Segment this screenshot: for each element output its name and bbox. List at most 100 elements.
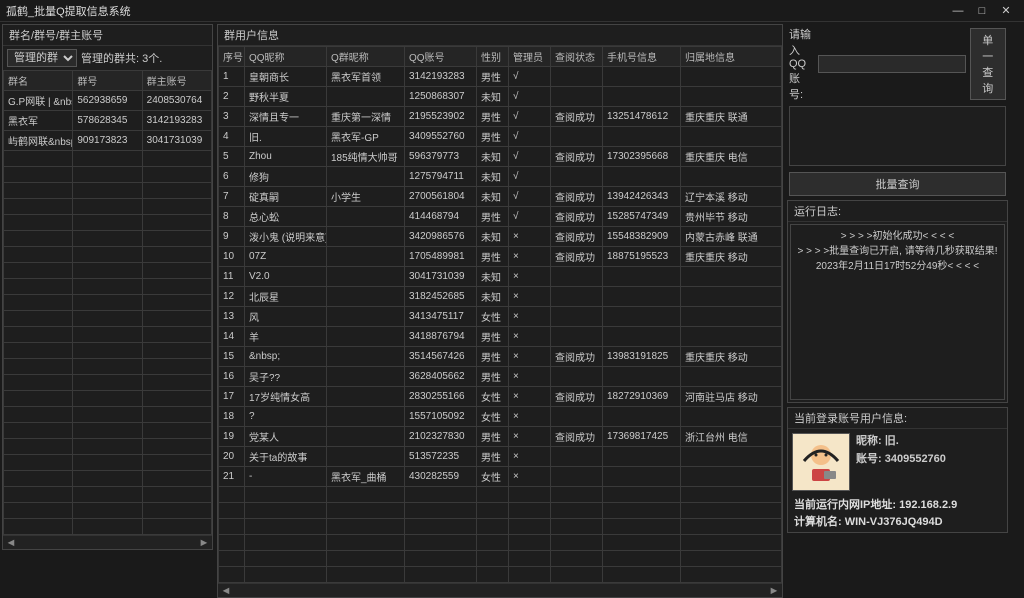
table-row[interactable]: 6修狗1275794711未知√ bbox=[219, 167, 782, 187]
table-row bbox=[219, 551, 782, 567]
col-header[interactable]: 群主账号 bbox=[142, 71, 211, 91]
acct-label: 账号: bbox=[856, 453, 882, 465]
table-row bbox=[4, 167, 212, 183]
table-row[interactable]: 1皇朝商长黑衣军首领3142193283男性√ bbox=[219, 67, 782, 87]
col-header[interactable]: 归属地信息 bbox=[681, 47, 782, 67]
table-row bbox=[4, 423, 212, 439]
col-header[interactable]: QQ昵称 bbox=[245, 47, 327, 67]
table-row bbox=[4, 455, 212, 471]
user-info-title: 当前登录账号用户信息: bbox=[788, 408, 1007, 429]
table-row[interactable]: 1007Z1705489981男性×查阅成功18875195523重庆重庆 移动 bbox=[219, 247, 782, 267]
search-label: 请输入QQ账号: bbox=[789, 26, 814, 102]
table-row[interactable]: 3深情且专一重庆第一深情2195523902男性√查阅成功13251478612… bbox=[219, 107, 782, 127]
group-count-label: 管理的群共: 3个. bbox=[81, 50, 162, 66]
log-output: > > > >初始化成功< < < <> > > >批量查询已开启, 请等待几秒… bbox=[790, 224, 1005, 400]
table-row bbox=[4, 503, 212, 519]
table-row bbox=[219, 487, 782, 503]
table-row bbox=[4, 263, 212, 279]
table-row[interactable]: 4旧.黑衣军-GP3409552760男性√ bbox=[219, 127, 782, 147]
table-row bbox=[4, 231, 212, 247]
table-row bbox=[4, 215, 212, 231]
table-row[interactable]: 2野秋半夏1250868307未知√ bbox=[219, 87, 782, 107]
scroll-left-icon[interactable]: ◄ bbox=[220, 585, 232, 597]
single-query-button[interactable]: 单一查询 bbox=[970, 28, 1006, 100]
col-header[interactable]: QQ账号 bbox=[405, 47, 477, 67]
table-row[interactable]: 16吴子??3628405662男性× bbox=[219, 367, 782, 387]
table-row[interactable]: 15&nbsp;3514567426男性×查阅成功13983191825重庆重庆… bbox=[219, 347, 782, 367]
window-title: 孤鹤_批量Q提取信息系统 bbox=[6, 3, 946, 19]
host-value: WIN-VJ376JQ494D bbox=[845, 516, 943, 528]
table-row bbox=[4, 279, 212, 295]
scroll-left-icon[interactable]: ◄ bbox=[5, 537, 17, 549]
col-header[interactable]: 群号 bbox=[73, 71, 142, 91]
table-row[interactable]: 11V2.03041731039未知× bbox=[219, 267, 782, 287]
col-header[interactable]: 手机号信息 bbox=[603, 47, 681, 67]
col-header[interactable]: 管理员 bbox=[509, 47, 551, 67]
scroll-right-icon[interactable]: ► bbox=[198, 537, 210, 549]
table-row bbox=[219, 503, 782, 519]
host-label: 计算机名: bbox=[794, 516, 842, 528]
batch-query-button[interactable]: 批量查询 bbox=[789, 172, 1006, 196]
table-row[interactable]: 13风3413475117女性× bbox=[219, 307, 782, 327]
nick-value: 旧. bbox=[885, 435, 899, 447]
table-row[interactable]: 8总心蚣414468794男性√查阅成功15285747349贵州毕节 移动 bbox=[219, 207, 782, 227]
table-row[interactable]: 9泼小鬼 (说明来意)3420986576未知×查阅成功15548382909内… bbox=[219, 227, 782, 247]
table-row[interactable]: 黑衣军5786283453142193283 bbox=[4, 111, 212, 131]
table-row[interactable]: 5Zhou185纯情大帅哥596379773未知√查阅成功17302395668… bbox=[219, 147, 782, 167]
group-table[interactable]: 群名群号群主账号 G.P网联 | &nbsp;...56293865924085… bbox=[3, 70, 212, 535]
scroll-right-icon[interactable]: ► bbox=[768, 585, 780, 597]
acct-value: 3409552760 bbox=[885, 453, 946, 465]
table-row bbox=[4, 375, 212, 391]
table-row bbox=[4, 407, 212, 423]
col-header[interactable]: 性别 bbox=[477, 47, 509, 67]
minimize-icon[interactable]: — bbox=[946, 5, 970, 17]
col-header[interactable]: 序号 bbox=[219, 47, 245, 67]
nick-label: 昵称: bbox=[856, 435, 882, 447]
group-type-select[interactable]: 管理的群 bbox=[7, 49, 77, 67]
avatar bbox=[792, 433, 850, 491]
table-row bbox=[4, 295, 212, 311]
h-scrollbar[interactable]: ◄ ► bbox=[3, 535, 212, 549]
table-row[interactable]: G.P网联 | &nbsp;...5629386592408530764 bbox=[4, 91, 212, 111]
table-row bbox=[4, 183, 212, 199]
table-row bbox=[4, 327, 212, 343]
table-row[interactable]: 19党某人2102327830男性×查阅成功17369817425浙江台州 电信 bbox=[219, 427, 782, 447]
log-title: 运行日志: bbox=[788, 201, 1007, 222]
table-row[interactable]: 7碇真嗣小学生2700561804未知√查阅成功13942426343辽宁本溪 … bbox=[219, 187, 782, 207]
table-row[interactable]: 12北辰星3182452685未知× bbox=[219, 287, 782, 307]
log-line: 2023年2月11日17时52分49秒< < < < bbox=[795, 259, 1000, 274]
qq-input[interactable] bbox=[818, 55, 966, 73]
left-panel-title: 群名/群号/群主账号 bbox=[3, 25, 212, 46]
table-row bbox=[4, 519, 212, 535]
h-scrollbar[interactable]: ◄ ► bbox=[218, 583, 782, 597]
table-row bbox=[4, 151, 212, 167]
log-line: > > > >批量查询已开启, 请等待几秒获取结果! bbox=[795, 244, 1000, 259]
table-row bbox=[219, 567, 782, 583]
table-row[interactable]: 14羊3418876794男性× bbox=[219, 327, 782, 347]
table-row[interactable]: 21-黑衣军_曲桶430282559女性× bbox=[219, 467, 782, 487]
table-row bbox=[4, 343, 212, 359]
table-row bbox=[4, 439, 212, 455]
table-row bbox=[219, 535, 782, 551]
table-row[interactable]: 20关于ta的故事513572235男性× bbox=[219, 447, 782, 467]
col-header[interactable]: 群名 bbox=[4, 71, 73, 91]
table-row bbox=[4, 471, 212, 487]
col-header[interactable]: 查阅状态 bbox=[551, 47, 603, 67]
table-row[interactable]: 18?1557105092女性× bbox=[219, 407, 782, 427]
table-row[interactable]: 屿鹤网联&nbsp;...9091738233041731039 bbox=[4, 131, 212, 151]
table-row bbox=[219, 519, 782, 535]
col-header[interactable]: Q群昵称 bbox=[327, 47, 405, 67]
close-icon[interactable]: ✕ bbox=[994, 4, 1018, 17]
table-row bbox=[4, 199, 212, 215]
user-table[interactable]: 序号QQ昵称Q群昵称QQ账号性别管理员查阅状态手机号信息归属地信息 1皇朝商长黑… bbox=[218, 46, 782, 583]
table-row bbox=[4, 391, 212, 407]
table-row bbox=[4, 247, 212, 263]
maximize-icon[interactable]: □ bbox=[970, 5, 994, 17]
table-row bbox=[4, 311, 212, 327]
result-box bbox=[789, 106, 1006, 166]
ip-value: 192.168.2.9 bbox=[899, 499, 957, 511]
title-bar: 孤鹤_批量Q提取信息系统 — □ ✕ bbox=[0, 0, 1024, 22]
log-line: > > > >初始化成功< < < < bbox=[795, 229, 1000, 244]
table-row bbox=[4, 487, 212, 503]
table-row[interactable]: 1717岁纯情女高2830255166女性×查阅成功18272910369河南驻… bbox=[219, 387, 782, 407]
